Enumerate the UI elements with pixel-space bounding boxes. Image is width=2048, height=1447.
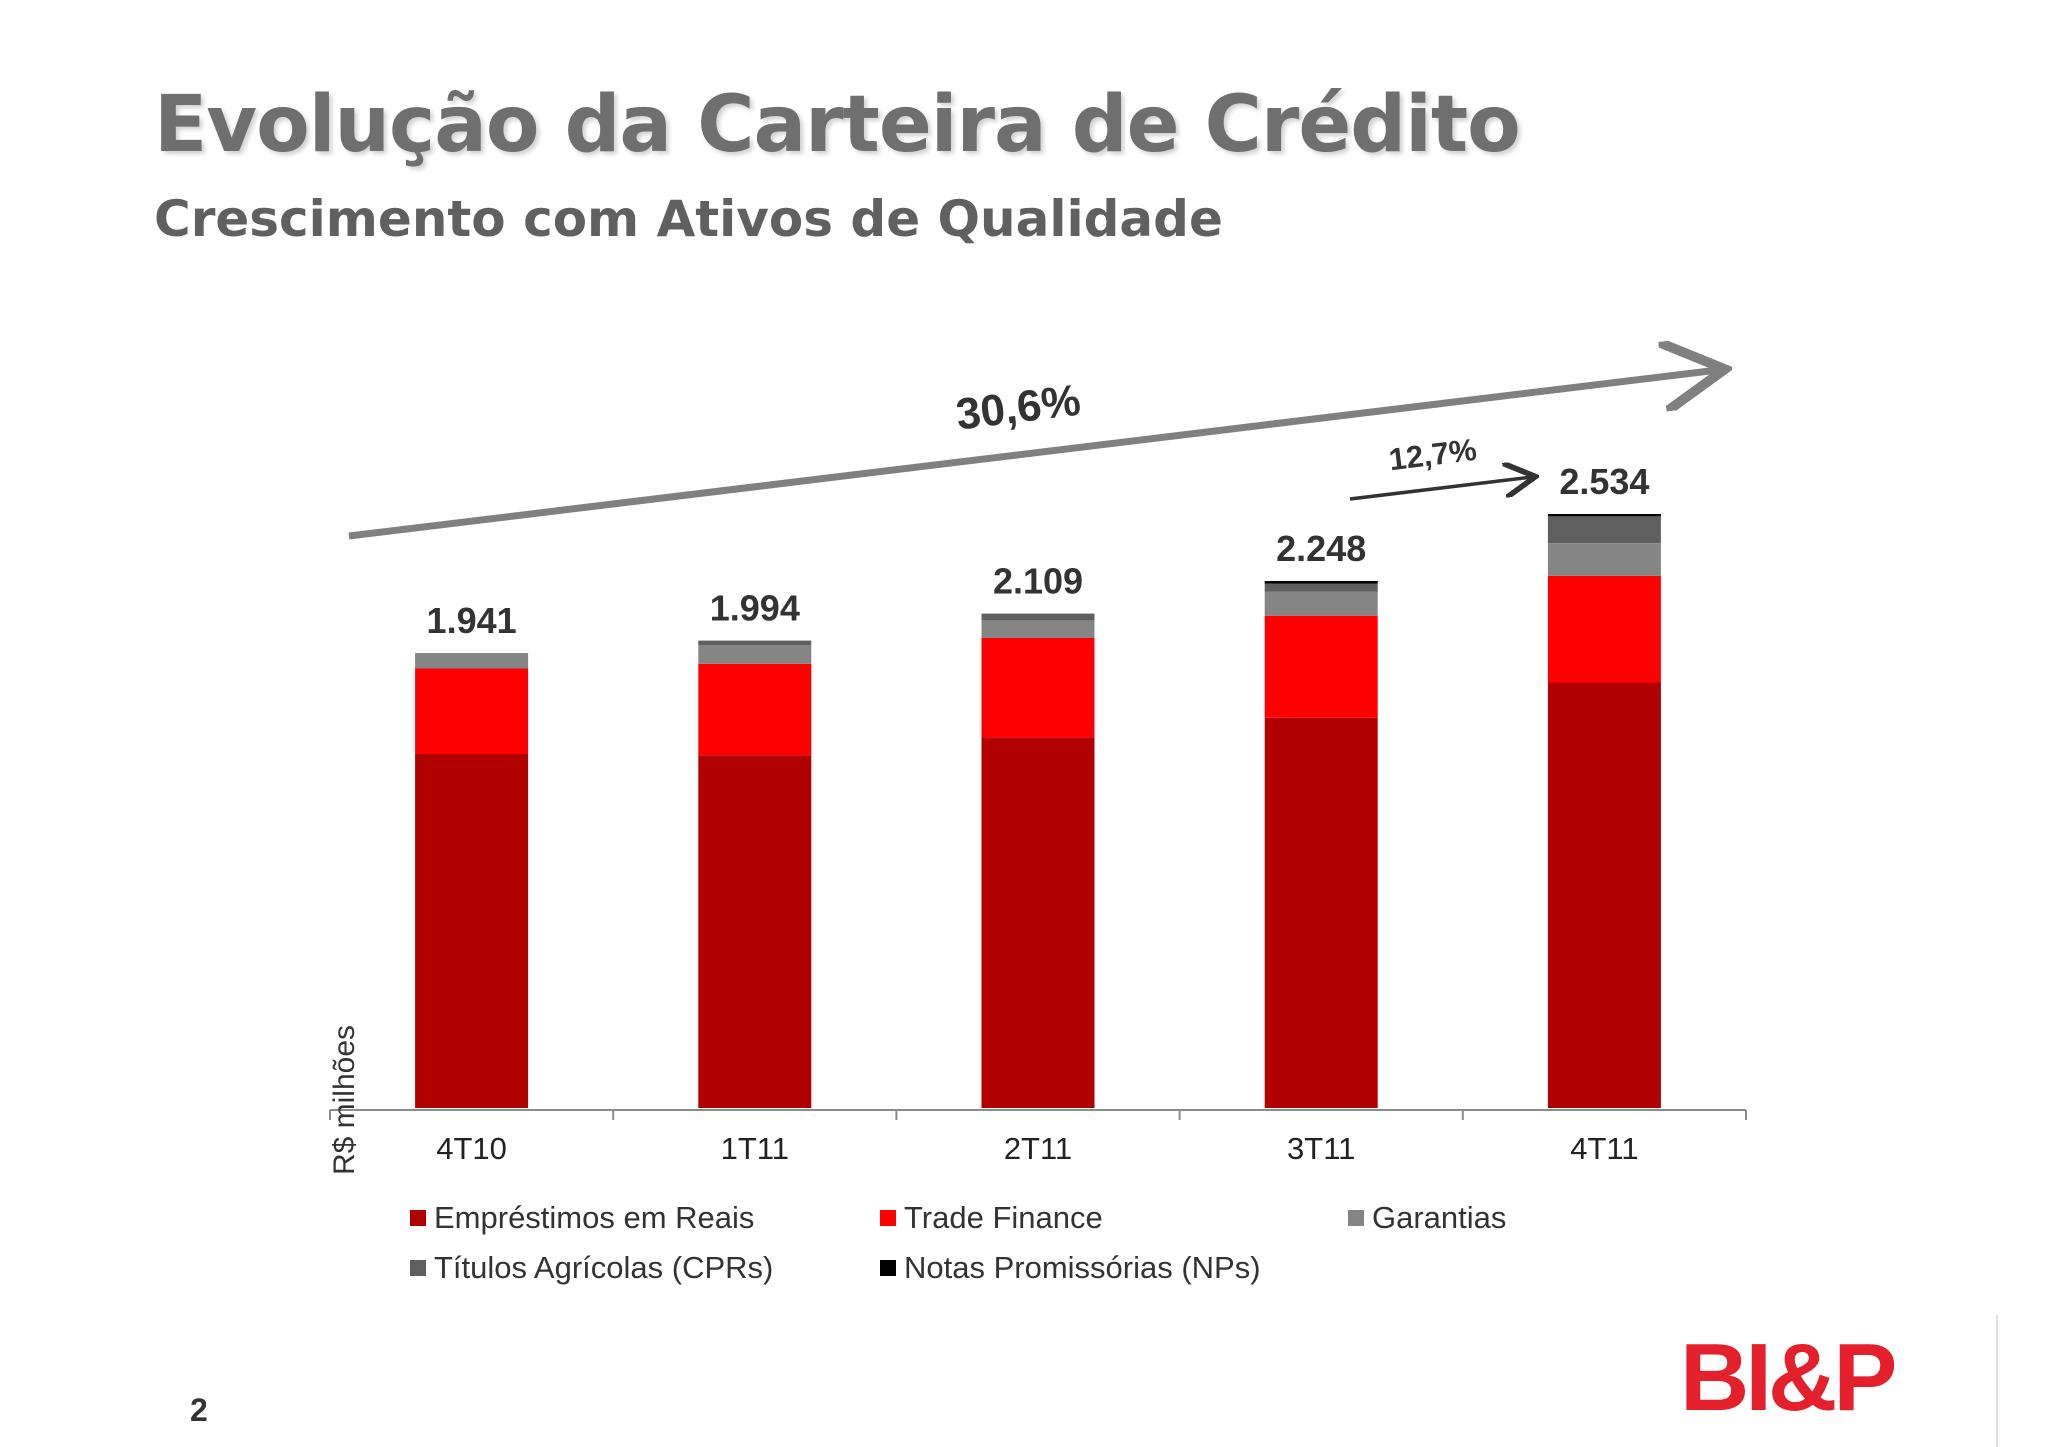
bar-segment-4T11-1: [1547, 575, 1661, 683]
bar-segment-1T11-2: [698, 645, 812, 664]
chart-legend: Empréstimos em Reais Trade Finance Garan…: [410, 1200, 1610, 1310]
legend-label: Títulos Agrícolas (CPRs): [434, 1250, 774, 1285]
x-tick-label-1T11: 1T11: [721, 1131, 789, 1166]
bar-segment-4T11-3: [1547, 516, 1661, 543]
bar-segment-2T11-1: [981, 638, 1095, 738]
bar-segment-4T11-0: [1547, 682, 1661, 1108]
divider: [1996, 1315, 1998, 1447]
bar-segment-3T11-2: [1264, 591, 1378, 616]
bar-segment-2T11-0: [981, 737, 1095, 1108]
bar-segment-2T11-2: [981, 620, 1095, 638]
total-label-2T11: 2.109: [993, 561, 1083, 602]
bar-segment-4T10-0: [415, 754, 529, 1108]
bar-segment-1T11-0: [698, 755, 812, 1108]
legend-item-trade-finance: Trade Finance: [880, 1200, 1103, 1236]
legend-swatch: [880, 1260, 896, 1276]
legend-label: Notas Promissórias (NPs): [904, 1250, 1261, 1285]
bar-segment-4T10-2: [415, 653, 529, 669]
x-tick-label-4T10: 4T10: [436, 1131, 507, 1166]
legend-item-notas: Notas Promissórias (NPs): [880, 1250, 1261, 1286]
legend-item-emprestimos: Empréstimos em Reais: [410, 1200, 754, 1236]
page-subtitle: Crescimento com Ativos de Qualidade: [154, 190, 1223, 248]
legend-label: Garantias: [1372, 1200, 1507, 1235]
bar-segment-2T11-3: [981, 613, 1095, 621]
y-axis-label: R$ milhões: [328, 1025, 361, 1175]
x-tick-label-2T11: 2T11: [1004, 1131, 1072, 1166]
total-label-3T11: 2.248: [1276, 528, 1366, 569]
x-tick-label-4T11: 4T11: [1570, 1131, 1638, 1166]
legend-item-garantias: Garantias: [1348, 1200, 1506, 1236]
page-number: 2: [190, 1392, 208, 1428]
total-label-4T11: 2.534: [1559, 461, 1649, 502]
bar-segment-3T11-1: [1264, 615, 1378, 718]
growth-label-quarter: 12,7%: [1387, 432, 1479, 477]
legend-swatch: [880, 1210, 896, 1226]
total-label-4T10: 1.941: [427, 600, 517, 641]
growth-label-overall: 30,6%: [953, 376, 1083, 440]
bar-segment-4T11-2: [1547, 543, 1661, 576]
bar-segment-4T11-4: [1547, 514, 1661, 517]
total-label-1T11: 1.994: [710, 588, 800, 629]
quarter-growth-arrow: [1349, 477, 1532, 501]
x-tick-label-3T11: 3T11: [1287, 1131, 1355, 1166]
legend-swatch: [410, 1260, 426, 1276]
legend-item-titulos: Títulos Agrícolas (CPRs): [410, 1250, 773, 1286]
legend-label: Empréstimos em Reais: [434, 1200, 755, 1235]
legend-swatch: [1348, 1210, 1364, 1226]
bar-segment-1T11-3: [698, 640, 812, 646]
page-title: Evolução da Carteira de Crédito: [154, 80, 1521, 170]
bar-segment-3T11-4: [1264, 581, 1378, 584]
bar-segment-3T11-0: [1264, 717, 1378, 1108]
brand-logo: BI&P: [1680, 1324, 1897, 1431]
legend-swatch: [410, 1210, 426, 1226]
bar-segment-4T10-1: [415, 668, 529, 755]
bar-segment-1T11-1: [698, 663, 812, 756]
growth-arrow: [348, 370, 1718, 540]
legend-label: Trade Finance: [904, 1200, 1103, 1235]
bar-segment-3T11-3: [1264, 583, 1378, 592]
